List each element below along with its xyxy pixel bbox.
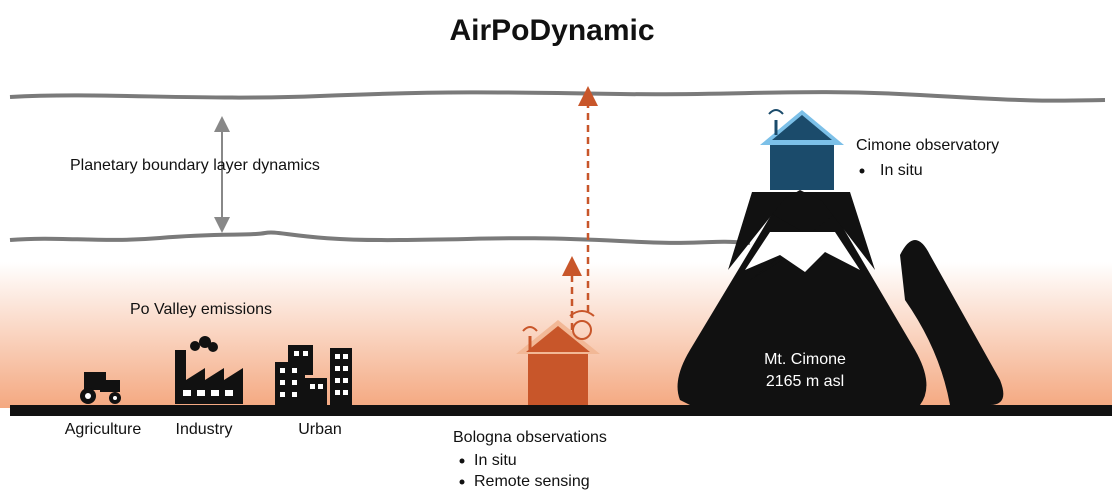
pbl-label: Planetary boundary layer dynamics	[70, 157, 320, 174]
arrows	[214, 86, 598, 330]
mountain-label: Mt. Cimone	[764, 351, 846, 368]
source-label: Industry	[176, 421, 233, 438]
bullets	[459, 168, 865, 485]
bologna-title: Bologna observations	[453, 429, 607, 446]
source-label: Urban	[298, 421, 342, 438]
bologna-item: In situ	[474, 452, 517, 469]
mountain-label: 2165 m asl	[766, 373, 844, 390]
emission-icons	[80, 336, 352, 406]
bologna-station	[516, 310, 600, 405]
mountain	[677, 109, 1004, 405]
bologna-item: Remote sensing	[474, 473, 590, 490]
emissions-title: Po Valley emissions	[130, 301, 272, 318]
cimone-item: In situ	[880, 162, 923, 179]
title: AirPoDynamic	[449, 14, 654, 47]
source-label: Agriculture	[65, 421, 142, 438]
cimone-title: Cimone observatory	[856, 137, 999, 154]
